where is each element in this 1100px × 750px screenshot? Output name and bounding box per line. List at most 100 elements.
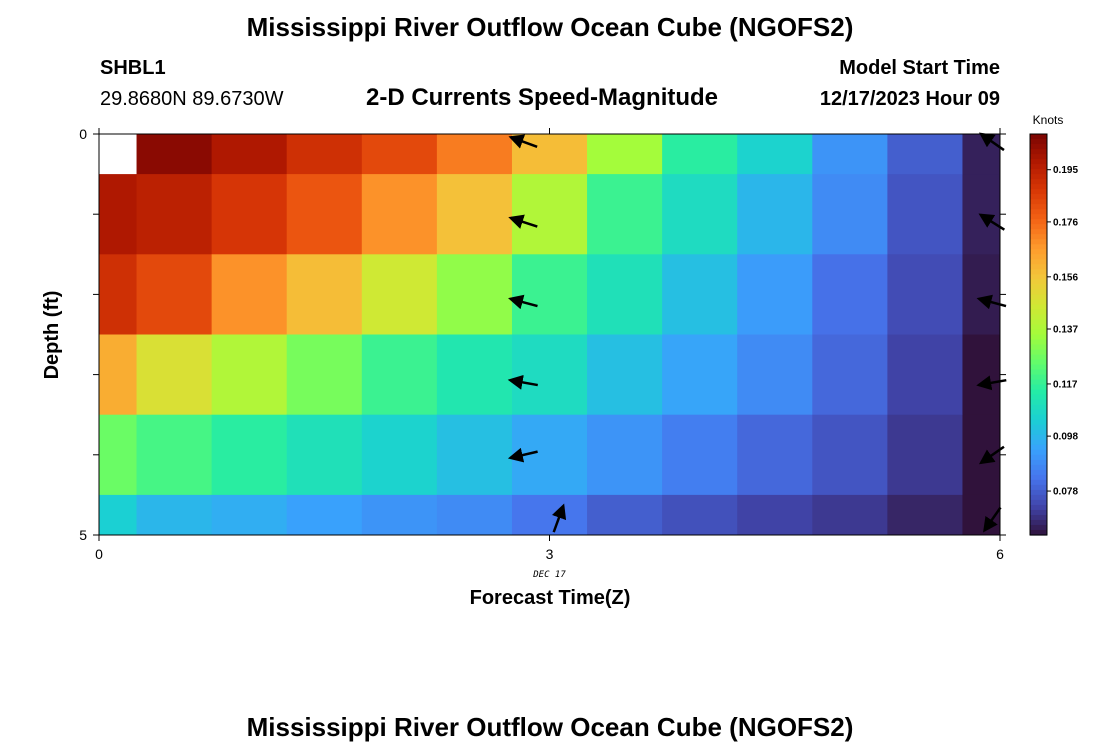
- heatmap-cell: [361, 494, 438, 536]
- colorbar-segment: [1030, 384, 1047, 391]
- colorbar-segment: [1030, 329, 1047, 336]
- heatmap-cell: [361, 254, 438, 335]
- colorbar-tick-label: 0.098: [1053, 432, 1078, 443]
- colorbar-segment: [1030, 439, 1047, 446]
- colorbar-segment: [1030, 229, 1047, 235]
- colorbar-segment: [1030, 344, 1047, 351]
- colorbar-segment: [1030, 139, 1047, 145]
- colorbar-frame: [1029, 133, 1048, 536]
- colorbar-segment: [1030, 304, 1047, 311]
- heatmap-cell: [99, 174, 138, 255]
- colorbar-title: Knots: [1033, 113, 1064, 127]
- colorbar-segment: [1030, 214, 1047, 220]
- heatmap-cell: [436, 134, 513, 175]
- colorbar-tick-label: 0.176: [1053, 217, 1078, 228]
- colorbar-segment: [1030, 489, 1047, 496]
- heatmap-cell: [211, 334, 288, 416]
- heatmap-cell: [511, 334, 588, 416]
- colorbar-segment: [1030, 274, 1047, 280]
- colorbar-tick-label: 0.078: [1053, 487, 1078, 498]
- colorbar-segment: [1030, 289, 1047, 295]
- heatmap-cell: [136, 134, 213, 175]
- heatmap-cell: [662, 134, 738, 175]
- colorbar-segment: [1030, 149, 1047, 155]
- y-axis-title: Depth (ft): [41, 291, 63, 380]
- heatmap-cell: [887, 334, 963, 416]
- colorbar-segment: [1030, 519, 1047, 526]
- heatmap-cell: [361, 134, 438, 175]
- x-tick-label: 0: [95, 546, 103, 562]
- current-vector-arrow: [976, 375, 1007, 391]
- colorbar-segment: [1030, 239, 1047, 245]
- heatmap-cell: [812, 494, 888, 536]
- colorbar-segment: [1030, 494, 1047, 501]
- heatmap-cell: [511, 134, 588, 175]
- heatmap-cell: [662, 174, 738, 255]
- model-start-label: Model Start Time: [839, 57, 1000, 79]
- heatmap-cell: [211, 494, 288, 536]
- heatmap-cell: [737, 494, 813, 536]
- heatmap-cell: [887, 254, 963, 335]
- heatmap-cell: [99, 254, 138, 335]
- colorbar-segment: [1030, 224, 1047, 230]
- heatmap-cell: [511, 494, 588, 536]
- chart-title: 2-D Currents Speed-Magnitude: [366, 84, 719, 111]
- colorbar-segment: [1030, 394, 1047, 401]
- colorbar: 0.195 0.176 0.156 0.137 0.117 0.098 0.078: [1029, 133, 1078, 536]
- colorbar-segment: [1030, 434, 1047, 441]
- colorbar-segment: [1030, 134, 1047, 140]
- colorbar-segment: [1030, 284, 1047, 290]
- heatmap-cell: [211, 254, 288, 335]
- heatmap-cell: [737, 414, 813, 496]
- heatmap-cell: [136, 174, 213, 255]
- heatmap-cell: [211, 134, 288, 175]
- colorbar-tick-label: 0.156: [1053, 272, 1078, 283]
- heatmap-cell: [286, 334, 363, 416]
- heatmap-cell: [136, 414, 213, 496]
- heatmap-cell: [436, 334, 513, 416]
- page-title: Mississippi River Outflow Ocean Cube (NG…: [246, 12, 854, 42]
- colorbar-segment: [1030, 364, 1047, 371]
- heatmap-cells: [99, 134, 1001, 536]
- colorbar-segment: [1030, 504, 1047, 511]
- heatmap-cell: [962, 414, 1001, 496]
- colorbar-segment: [1030, 194, 1047, 200]
- date-label: DEC 17: [532, 570, 566, 580]
- colorbar-segment: [1030, 499, 1047, 506]
- colorbar-segment: [1030, 324, 1047, 331]
- current-vector-arrow: [983, 506, 1002, 533]
- colorbar-segment: [1030, 354, 1047, 361]
- colorbar-segment: [1030, 174, 1047, 180]
- heatmap-cell: [361, 334, 438, 416]
- colorbar-segment: [1030, 399, 1047, 406]
- colorbar-segment: [1030, 164, 1047, 170]
- colorbar-segment: [1030, 459, 1047, 466]
- colorbar-segment: [1030, 254, 1047, 260]
- heatmap-cell: [99, 414, 138, 496]
- heatmap-cell: [436, 174, 513, 255]
- colorbar-segment: [1030, 264, 1047, 270]
- colorbar-segment: [1030, 219, 1047, 225]
- current-vector-arrow: [507, 374, 538, 390]
- heatmap-cell: [436, 254, 513, 335]
- heatmap-cell: [737, 174, 813, 255]
- colorbar-segment: [1030, 269, 1047, 275]
- colorbar-segment: [1030, 334, 1047, 341]
- footer-title: Mississippi River Outflow Ocean Cube (NG…: [246, 712, 854, 742]
- current-vector-arrow: [976, 294, 1007, 310]
- colorbar-segment: [1030, 314, 1047, 321]
- colorbar-segment: [1030, 414, 1047, 421]
- colorbar-segment: [1030, 409, 1047, 416]
- colorbar-segment: [1030, 424, 1047, 431]
- heatmap-cell: [587, 334, 663, 416]
- colorbar-segment: [1030, 294, 1047, 301]
- colorbar-segment: [1030, 484, 1047, 491]
- current-vector-arrow: [507, 447, 538, 463]
- heatmap-cell: [361, 174, 438, 255]
- colorbar-segment: [1030, 189, 1047, 195]
- heatmap-cell: [812, 254, 888, 335]
- heatmap-cell: [812, 174, 888, 255]
- heatmap-cell: [737, 134, 813, 175]
- heatmap-cell: [962, 134, 1001, 175]
- colorbar-segment: [1030, 349, 1047, 356]
